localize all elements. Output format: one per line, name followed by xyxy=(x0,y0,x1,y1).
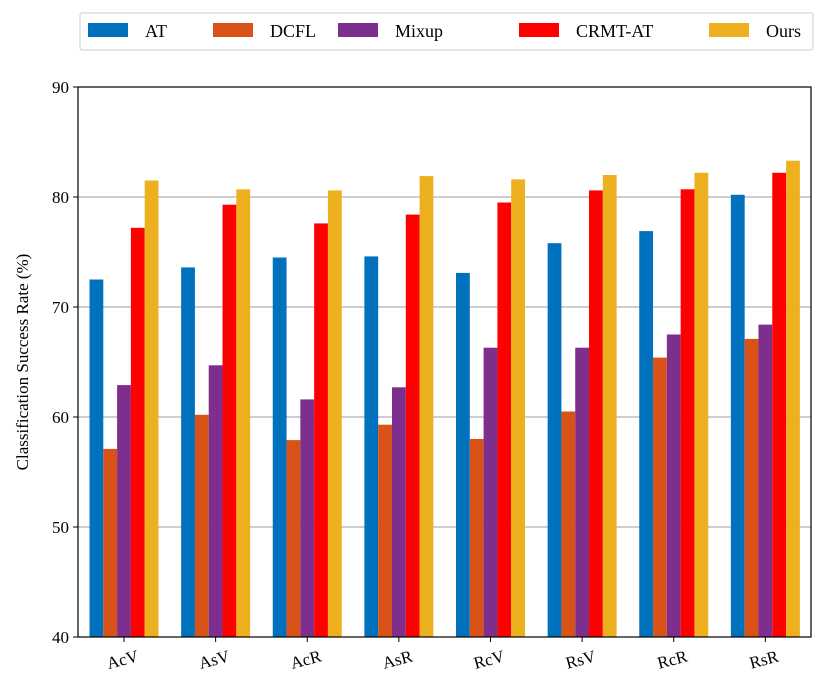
bar-ours-rsr xyxy=(786,160,800,637)
legend-label: AT xyxy=(145,21,167,41)
bar-at-asv xyxy=(181,267,195,637)
bar-dcfl-acr xyxy=(286,440,301,637)
bar-crmt-at-acv xyxy=(130,227,145,638)
legend-swatch xyxy=(709,23,749,37)
legend-swatch xyxy=(213,23,253,37)
bar-ours-asv xyxy=(236,189,251,638)
legend-label: DCFL xyxy=(270,21,316,41)
y-tick-label: 60 xyxy=(52,408,69,427)
bar-at-asr xyxy=(364,256,379,637)
legend-frame xyxy=(79,12,814,51)
legend-item-crmt-at: CRMT-AT xyxy=(519,21,653,41)
legend: AT DCFL Mixup CRMT-AT Ours xyxy=(79,12,814,51)
y-tick-label: 40 xyxy=(52,628,69,647)
y-axis: 40 50 60 70 80 90 xyxy=(52,78,78,647)
bar-ours-acr xyxy=(327,190,342,637)
x-tick-label: AsV xyxy=(197,646,233,673)
bar-mixup-rsv xyxy=(575,347,590,637)
bar-crmt-at-asr xyxy=(405,214,420,637)
bar-mixup-rcr xyxy=(666,334,681,637)
legend-item-mixup: Mixup xyxy=(338,21,443,41)
x-tick-label: RsR xyxy=(747,647,781,673)
bar-dcfl-rsr xyxy=(744,338,759,637)
legend-item-at: AT xyxy=(88,21,167,41)
bar-crmt-at-asv xyxy=(222,204,237,637)
x-tick-label: AcR xyxy=(288,646,324,673)
legend-swatch xyxy=(88,23,128,37)
y-tick-label: 50 xyxy=(52,518,69,537)
bar-dcfl-rcr xyxy=(653,357,667,637)
bar-ours-acv xyxy=(144,180,159,637)
y-tick-label: 80 xyxy=(52,188,69,207)
x-tick-label: AcV xyxy=(105,646,142,673)
bar-ours-rcv xyxy=(511,179,525,637)
bar-at-rsv xyxy=(547,243,562,637)
bar-ours-rcr xyxy=(694,172,709,638)
bar-dcfl-asr xyxy=(378,424,392,637)
bar-crmt-at-rsr xyxy=(772,172,787,638)
bar-ours-rsv xyxy=(602,175,617,637)
bar-crmt-at-rcv xyxy=(497,202,512,637)
x-tick-label: RcV xyxy=(472,646,508,673)
legend-swatch xyxy=(338,23,378,37)
bar-mixup-acv xyxy=(117,385,131,637)
y-tick-label: 70 xyxy=(52,298,69,317)
bar-mixup-rcv xyxy=(483,347,498,637)
x-tick-label: RcR xyxy=(655,646,690,672)
x-axis: AcV AsV AcR AsR RcV RsV RcR RsR xyxy=(105,637,781,673)
bar-dcfl-asv xyxy=(194,414,209,637)
bar-mixup-asr xyxy=(391,387,406,637)
bars xyxy=(89,160,800,638)
bar-at-rcr xyxy=(639,231,654,637)
bar-dcfl-acv xyxy=(103,448,118,637)
x-tick-label: AsR xyxy=(380,646,415,672)
y-axis-title: Classification Success Rate (%) xyxy=(13,254,32,471)
bar-at-rcv xyxy=(456,272,470,637)
bar-crmt-at-rcr xyxy=(680,189,695,638)
bar-at-acr xyxy=(272,257,287,637)
y-tick-label: 90 xyxy=(52,78,69,97)
legend-item-dcfl: DCFL xyxy=(213,21,316,41)
legend-label: Ours xyxy=(766,21,801,41)
bar-dcfl-rsv xyxy=(561,411,576,637)
bar-at-acv xyxy=(89,279,104,637)
bar-crmt-at-acr xyxy=(314,223,328,637)
bar-at-rsr xyxy=(730,194,745,638)
legend-item-ours: Ours xyxy=(709,21,801,41)
plot-frame xyxy=(77,86,812,638)
legend-swatch xyxy=(519,23,559,37)
x-tick-label: RsV xyxy=(564,646,599,672)
bar-mixup-asv xyxy=(208,365,223,637)
bar-mixup-rsr xyxy=(758,324,773,637)
bar-crmt-at-rsv xyxy=(589,190,603,637)
bar-dcfl-rcv xyxy=(469,439,484,637)
legend-label: CRMT-AT xyxy=(576,21,653,41)
bar-mixup-acr xyxy=(300,399,315,637)
bar-ours-asr xyxy=(419,176,434,637)
legend-label: Mixup xyxy=(395,21,443,41)
